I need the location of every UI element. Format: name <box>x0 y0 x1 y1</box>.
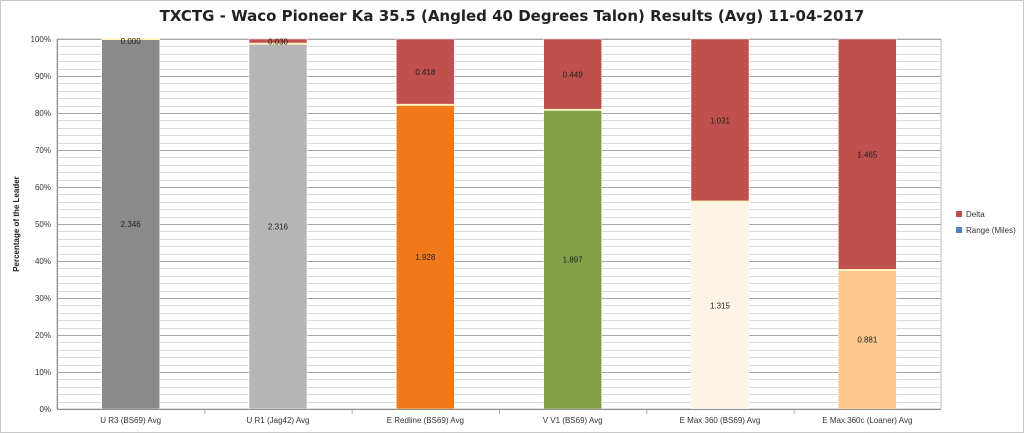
data-label-range: 2.316 <box>268 222 289 231</box>
legend-label: Range (Miles) <box>966 226 1016 235</box>
bar-range-segment <box>543 109 602 410</box>
data-label-delta: 0.000 <box>121 37 142 46</box>
x-category-label: V V1 (BS69) Avg <box>543 416 603 425</box>
data-label-range: 0.881 <box>857 336 878 345</box>
x-category-label: E Redline (BS69) Avg <box>387 416 464 425</box>
y-tick-label: 0% <box>39 405 51 414</box>
data-label-delta: 0.449 <box>563 70 584 79</box>
x-category-label: E Max 360 (BS69) Avg <box>680 416 761 425</box>
bar-delta-segment <box>838 38 897 271</box>
bar-range-segment <box>690 201 750 410</box>
data-label-range: 1.897 <box>563 255 584 264</box>
data-label-delta: 1.465 <box>857 151 878 160</box>
y-tick-label: 70% <box>35 146 51 155</box>
data-label-delta: 0.030 <box>268 37 289 46</box>
y-tick-label: 90% <box>35 72 51 81</box>
bar-range-segment <box>248 43 308 410</box>
bar-delta-segment <box>543 38 602 111</box>
bar-range-segment <box>838 269 897 410</box>
data-label-range: 1.315 <box>710 301 731 310</box>
y-tick-label: 10% <box>35 368 51 377</box>
bar-range-segment <box>101 38 160 410</box>
bar-delta-segment <box>690 38 750 202</box>
data-label-delta: 1.031 <box>710 116 731 125</box>
legend-swatch <box>956 211 962 217</box>
legend-label: Delta <box>966 210 985 219</box>
x-category-label: E Max 360c (Loaner) Avg <box>822 416 912 425</box>
bar-delta-segment <box>396 38 455 106</box>
y-tick-label: 80% <box>35 109 51 118</box>
y-tick-label: 50% <box>35 220 51 229</box>
y-tick-label: 60% <box>35 183 51 192</box>
y-tick-label: 20% <box>35 331 51 340</box>
x-category-label: U R3 (BS69) Avg <box>100 416 161 425</box>
chart-title: TXCTG - Waco Pioneer Ka 35.5 (Angled 40 … <box>159 7 865 25</box>
legend-swatch <box>956 227 962 233</box>
data-label-delta: 0.418 <box>415 68 436 77</box>
y-tick-label: 40% <box>35 257 51 266</box>
data-label-range: 2.346 <box>121 220 142 229</box>
y-axis-title: Percentage of the Leader <box>12 176 21 272</box>
x-category-label: U R1 (Jag42) Avg <box>247 416 310 425</box>
data-label-range: 1.928 <box>415 253 436 262</box>
y-tick-label: 100% <box>31 35 51 44</box>
y-tick-label: 30% <box>35 294 51 303</box>
